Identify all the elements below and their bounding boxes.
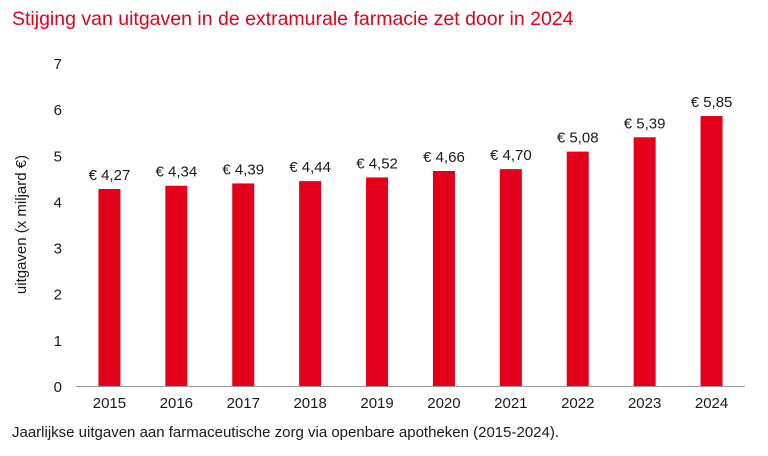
y-axis-ticks: 0 1 2 3 4 5 6 7 [54, 56, 62, 396]
x-tick-label: 2020 [427, 395, 460, 412]
chart-title: Stijging van uitgaven in de extramurale … [12, 8, 574, 30]
y-tick-label: 3 [54, 241, 62, 258]
x-tick-label: 2024 [695, 395, 728, 412]
y-tick-label: 7 [54, 56, 62, 73]
x-axis-ticks: 2015 2016 2017 2018 2019 2020 2021 2022 2023 2024 [93, 395, 728, 412]
data-label: € 4,39 [222, 161, 264, 178]
bar [232, 183, 255, 386]
data-label: € 4,27 [89, 167, 131, 184]
bar [700, 116, 723, 387]
y-tick-label: 2 [54, 287, 62, 304]
data-labels: € 4,27 € 4,34 € 4,39 € 4,44 € 4,52 € 4,66 € 4,… [89, 94, 733, 184]
bar [499, 169, 522, 386]
y-tick-label: 0 [54, 379, 62, 396]
x-tick-label: 2017 [227, 395, 260, 412]
bar [432, 170, 455, 386]
y-tick-label: 4 [54, 194, 62, 211]
data-label: € 5,08 [557, 130, 599, 147]
x-tick-label: 2018 [293, 395, 326, 412]
x-tick-label: 2019 [360, 395, 393, 412]
bar [299, 181, 322, 386]
x-tick-label: 2021 [494, 395, 527, 412]
data-label: € 4,70 [490, 147, 532, 164]
data-label: € 5,85 [691, 94, 733, 111]
y-tick-label: 6 [54, 102, 62, 119]
bars [98, 116, 723, 387]
bar [633, 137, 656, 386]
bar [98, 188, 121, 386]
data-label: € 5,39 [624, 115, 666, 132]
data-label: € 4,44 [289, 159, 331, 176]
y-tick-label: 5 [54, 148, 62, 165]
bar [566, 151, 589, 386]
data-label: € 4,52 [356, 155, 398, 172]
x-tick-label: 2022 [561, 395, 594, 412]
x-tick-label: 2023 [628, 395, 661, 412]
x-tick-label: 2016 [160, 395, 193, 412]
bar [165, 185, 188, 386]
data-label: € 4,66 [423, 149, 465, 166]
y-axis-label: uitgaven (x miljard €) [13, 155, 30, 294]
data-label: € 4,34 [155, 164, 197, 181]
y-tick-label: 1 [54, 333, 62, 350]
bar [366, 177, 389, 386]
x-tick-label: 2015 [93, 395, 126, 412]
chart-caption: Jaarlijkse uitgaven aan farmaceutische z… [12, 424, 560, 441]
